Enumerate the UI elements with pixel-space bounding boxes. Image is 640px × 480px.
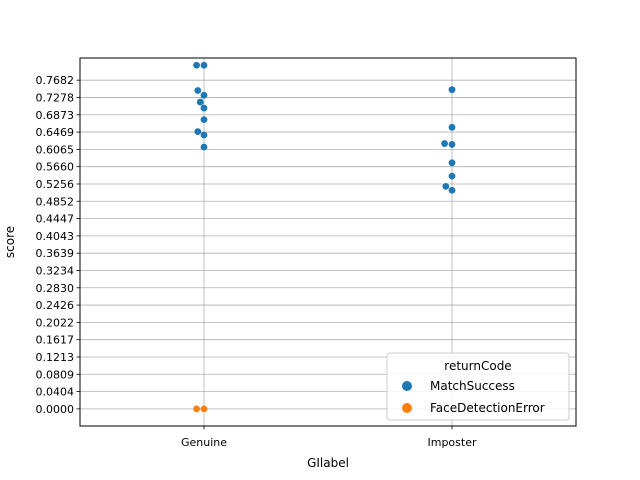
data-point-match-success: [196, 98, 204, 106]
y-tick-label: 0.0404: [36, 386, 75, 399]
y-axis: 0.0000 0.0404 0.0809 0.1213 0.1617 0.2022 0.24…: [36, 74, 80, 416]
legend-title: returnCode: [444, 359, 511, 373]
y-tick-label: 0.3639: [36, 247, 75, 260]
y-tick-label: 0.0809: [36, 368, 75, 381]
y-tick-label: 0.7682: [36, 74, 75, 87]
y-tick-label: 0.6469: [36, 126, 75, 139]
x-axis-label: GIlabel: [307, 456, 349, 470]
y-tick-label: 0.6065: [36, 143, 75, 156]
y-tick-label: 0.7278: [36, 91, 75, 104]
data-point-match-success: [448, 123, 456, 131]
data-point-match-success: [448, 172, 456, 180]
data-point-match-success: [200, 104, 208, 112]
y-tick-label: 0.4447: [36, 213, 75, 226]
x-axis: Genuine Imposter: [181, 426, 477, 449]
data-point-match-success: [200, 91, 208, 99]
y-tick-label: 0.2426: [36, 299, 75, 312]
data-point-match-success: [194, 87, 202, 94]
data-point-match-success: [448, 86, 456, 94]
legend: returnCode MatchSuccess FaceDetectionErr…: [386, 352, 570, 421]
y-tick-label: 0.2830: [36, 282, 75, 295]
data-point-match-success: [193, 61, 200, 69]
data-point-match-success: [448, 186, 456, 194]
legend-label-match-success: MatchSuccess: [430, 379, 515, 393]
legend-box: [386, 352, 570, 421]
x-tick-label: Genuine: [181, 436, 227, 449]
data-point-face-detection-error: [200, 405, 208, 413]
legend-marker-face-detection-error: [402, 403, 412, 413]
data-point-face-detection-error: [193, 405, 200, 413]
data-point-match-success: [200, 143, 208, 151]
y-tick-label: 0.6873: [36, 109, 75, 122]
y-tick-label: 0.5256: [36, 178, 75, 191]
data-points: [193, 61, 456, 413]
data-point-match-success: [200, 116, 208, 124]
data-point-match-success: [200, 131, 208, 139]
data-point-match-success: [194, 128, 202, 136]
data-point-match-success: [441, 140, 448, 147]
data-point-match-success: [448, 141, 456, 148]
legend-marker-match-success: [402, 381, 412, 391]
data-point-match-success: [448, 159, 456, 167]
y-tick-label: 0.0000: [36, 403, 75, 416]
y-tick-label: 0.4852: [36, 195, 75, 208]
data-point-match-success: [442, 182, 450, 190]
y-tick-label: 0.2022: [36, 316, 75, 329]
y-tick-label: 0.3234: [36, 264, 75, 277]
y-tick-label: 0.1617: [36, 334, 75, 347]
x-tick-label: Imposter: [427, 436, 476, 449]
y-tick-label: 0.5660: [36, 161, 75, 174]
y-tick-label: 0.4043: [36, 230, 75, 243]
y-axis-label: score: [3, 226, 17, 258]
legend-label-face-detection-error: FaceDetectionError: [430, 401, 545, 415]
data-point-match-success: [200, 61, 208, 69]
plot-frame: [79, 57, 577, 427]
y-tick-label: 0.1213: [36, 351, 75, 364]
